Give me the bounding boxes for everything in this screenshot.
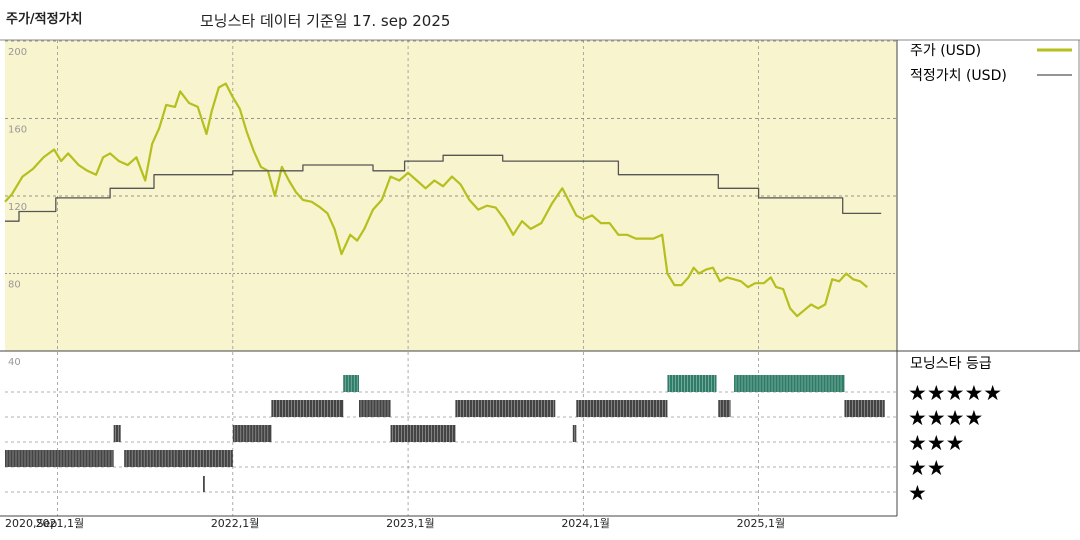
rating-bars: [5, 375, 885, 492]
rating-segment-4-star: [271, 400, 344, 417]
x-tick-label: 2020,Sep: [5, 517, 57, 530]
rating-label-5: ★★★★★: [908, 381, 1002, 405]
y-tick-label: 200: [8, 47, 27, 58]
rating-segment-5-star: [734, 375, 845, 392]
x-tick-label: 2025,1월: [737, 517, 786, 530]
price-panel-background: [5, 40, 897, 351]
rating-segment-2-star: [124, 450, 181, 467]
y-tick-label: 40: [8, 357, 21, 368]
rating-segment-5-star: [667, 375, 717, 392]
x-tick-label: 2022,1월: [211, 517, 260, 530]
rating-segment-4-star: [576, 400, 668, 417]
series-lines: [4, 82, 882, 318]
chart-left-title: 주가/적정가치: [6, 12, 83, 27]
y-tick-label: 80: [8, 280, 21, 291]
legend-price-label: 주가 (USD): [910, 43, 981, 59]
rating-label-3: ★★★: [908, 431, 964, 455]
x-tick-label: 2024,1월: [561, 517, 610, 530]
rating-label-1: ★: [908, 481, 927, 505]
rating-segment-1-star: [203, 476, 205, 492]
rating-segment-3-star: [390, 425, 456, 442]
x-tick-label: 2021,1월: [36, 517, 85, 530]
rating-segment-3-star: [232, 425, 272, 442]
chart-date-title: 모닝스타 데이터 기준일 17. sep 2025: [200, 12, 451, 30]
legend-fair-value-label: 적정가치 (USD): [910, 68, 1007, 84]
rating-label-4: ★★★★: [908, 406, 983, 430]
y-tick-label: 160: [8, 125, 27, 136]
rating-title: 모닝스타 등급: [910, 356, 992, 372]
x-tick-label: 2023,1월: [386, 517, 435, 530]
price-line: [4, 82, 868, 318]
rating-segment-2-star: [5, 450, 114, 467]
fair-value-line: [5, 154, 882, 222]
rating-segment-3-star: [113, 425, 121, 442]
rating-segment-4-star: [718, 400, 731, 417]
y-tick-label: 120: [8, 202, 27, 213]
rating-label-2: ★★: [908, 456, 946, 480]
